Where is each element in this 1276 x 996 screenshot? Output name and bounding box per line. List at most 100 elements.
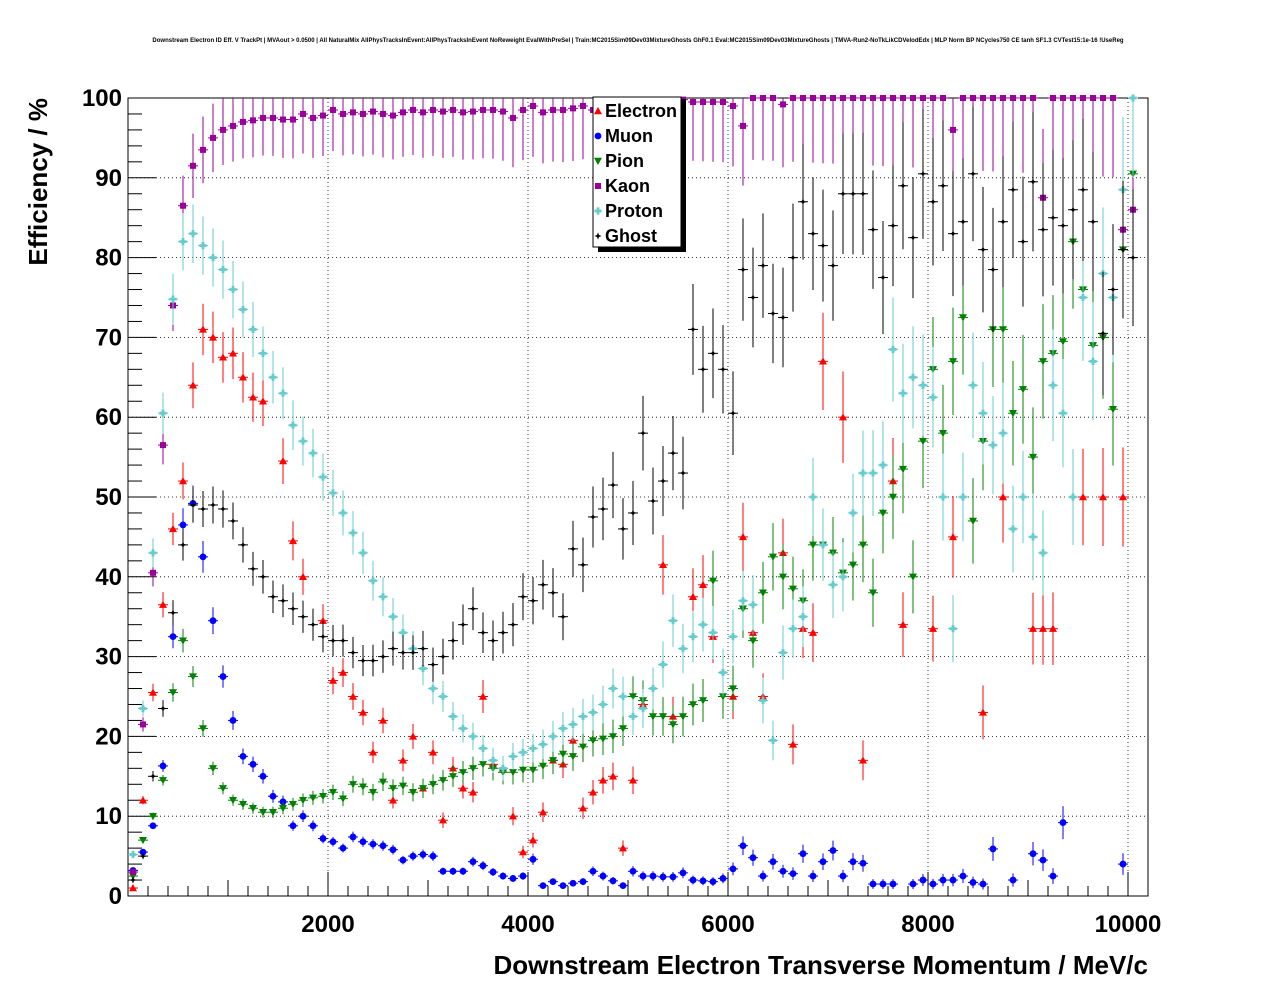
data-point <box>299 572 307 580</box>
data-point <box>570 105 576 112</box>
data-point <box>389 785 397 793</box>
data-point <box>269 792 277 800</box>
y-tick-label: 70 <box>95 324 122 351</box>
data-point <box>609 684 617 693</box>
legend-label: Pion <box>605 151 644 171</box>
data-point <box>429 852 437 860</box>
data-point <box>980 95 986 101</box>
data-point <box>880 95 886 101</box>
data-point <box>529 766 537 774</box>
data-point <box>209 765 217 773</box>
data-point <box>699 877 707 885</box>
data-point <box>349 781 357 789</box>
data-point <box>299 613 307 621</box>
data-point <box>339 668 347 676</box>
data-point <box>430 106 436 113</box>
data-point <box>369 577 377 585</box>
data-point <box>599 872 607 880</box>
data-point <box>159 704 167 713</box>
data-point <box>829 847 837 854</box>
data-point <box>409 649 417 657</box>
data-point <box>629 693 637 701</box>
data-point <box>369 789 377 797</box>
data-point <box>1059 409 1067 417</box>
legend-label: Ghost <box>605 226 657 246</box>
data-point <box>1099 493 1107 501</box>
data-point <box>169 609 177 617</box>
data-point <box>250 117 256 124</box>
data-point <box>850 95 856 101</box>
data-point <box>719 668 727 677</box>
data-point <box>509 812 517 820</box>
data-point <box>529 855 537 863</box>
data-point <box>179 541 187 549</box>
data-point <box>679 713 687 721</box>
data-point <box>889 493 897 501</box>
data-point <box>559 882 567 890</box>
data-point <box>1039 549 1047 557</box>
data-point <box>449 637 457 645</box>
data-point <box>159 600 167 608</box>
data-point <box>499 872 507 880</box>
data-point <box>349 692 357 700</box>
data-point <box>1010 95 1016 101</box>
data-point <box>779 649 787 657</box>
data-point <box>229 717 237 724</box>
data-point <box>309 794 317 802</box>
data-point <box>129 884 137 892</box>
data-point <box>849 190 857 198</box>
data-point <box>899 620 907 628</box>
data-point <box>979 708 987 716</box>
data-point <box>859 541 867 549</box>
data-point <box>949 876 957 884</box>
data-point <box>779 313 787 322</box>
y-axis-title: Efficiency / % <box>23 98 53 266</box>
data-point <box>549 732 557 740</box>
y-tick-label: 0 <box>109 883 122 910</box>
data-point <box>160 442 166 449</box>
data-point <box>209 333 217 341</box>
data-point <box>929 393 937 401</box>
data-point <box>689 325 697 334</box>
data-point <box>999 326 1007 334</box>
data-point <box>469 858 477 866</box>
data-point <box>609 733 617 741</box>
data-point <box>489 868 497 876</box>
data-point <box>279 457 287 465</box>
data-point <box>360 110 366 117</box>
data-point <box>840 95 846 101</box>
legend-marker <box>595 183 601 189</box>
data-point <box>149 813 157 821</box>
data-point <box>469 605 477 613</box>
data-point <box>939 429 947 438</box>
data-point <box>919 170 927 178</box>
data-point <box>679 469 687 477</box>
data-point <box>459 784 467 792</box>
data-point <box>240 118 246 125</box>
data-point <box>219 265 227 274</box>
data-point <box>539 740 547 748</box>
data-point <box>549 878 557 886</box>
data-point <box>189 381 197 389</box>
data-point <box>289 421 297 429</box>
data-point <box>229 349 237 357</box>
data-point <box>599 700 607 709</box>
data-point <box>479 629 487 637</box>
data-point <box>450 106 456 113</box>
legend-marker <box>594 232 602 240</box>
data-point <box>359 783 367 791</box>
data-point <box>629 712 637 721</box>
x-axis-title: Downstream Electron Transverse Momentum … <box>493 950 1148 980</box>
data-point <box>1129 94 1137 102</box>
data-point <box>359 656 367 665</box>
data-point <box>389 645 397 653</box>
data-point <box>1059 222 1067 230</box>
data-point <box>920 95 926 101</box>
data-point <box>769 736 777 744</box>
data-point <box>689 633 697 641</box>
data-point <box>629 867 637 875</box>
data-point <box>369 656 377 665</box>
data-point <box>419 851 427 858</box>
data-point <box>339 637 347 645</box>
series-ghost <box>128 106 1138 884</box>
